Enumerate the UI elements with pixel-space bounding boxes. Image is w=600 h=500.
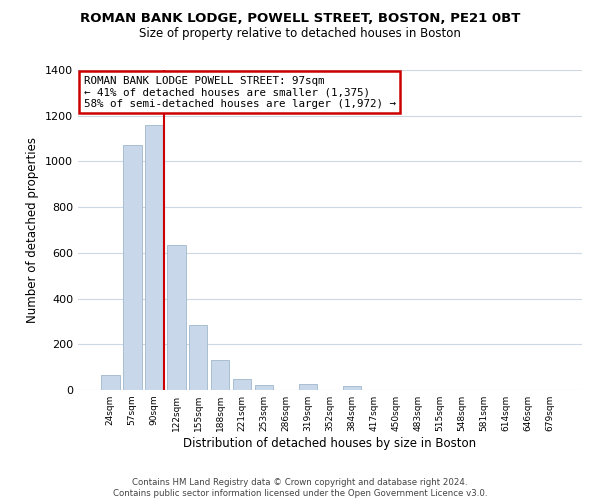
- Bar: [343, 386, 361, 390]
- Text: Contains HM Land Registry data © Crown copyright and database right 2024.
Contai: Contains HM Land Registry data © Crown c…: [113, 478, 487, 498]
- Bar: [123, 146, 142, 390]
- Bar: [211, 360, 229, 390]
- X-axis label: Distribution of detached houses by size in Boston: Distribution of detached houses by size …: [184, 437, 476, 450]
- Text: ROMAN BANK LODGE, POWELL STREET, BOSTON, PE21 0BT: ROMAN BANK LODGE, POWELL STREET, BOSTON,…: [80, 12, 520, 26]
- Bar: [167, 245, 185, 390]
- Y-axis label: Number of detached properties: Number of detached properties: [26, 137, 40, 323]
- Bar: [255, 386, 274, 390]
- Bar: [299, 384, 317, 390]
- Bar: [101, 375, 119, 390]
- Bar: [233, 379, 251, 390]
- Bar: [145, 125, 164, 390]
- Text: ROMAN BANK LODGE POWELL STREET: 97sqm
← 41% of detached houses are smaller (1,37: ROMAN BANK LODGE POWELL STREET: 97sqm ← …: [83, 76, 395, 109]
- Text: Size of property relative to detached houses in Boston: Size of property relative to detached ho…: [139, 28, 461, 40]
- Bar: [189, 325, 208, 390]
